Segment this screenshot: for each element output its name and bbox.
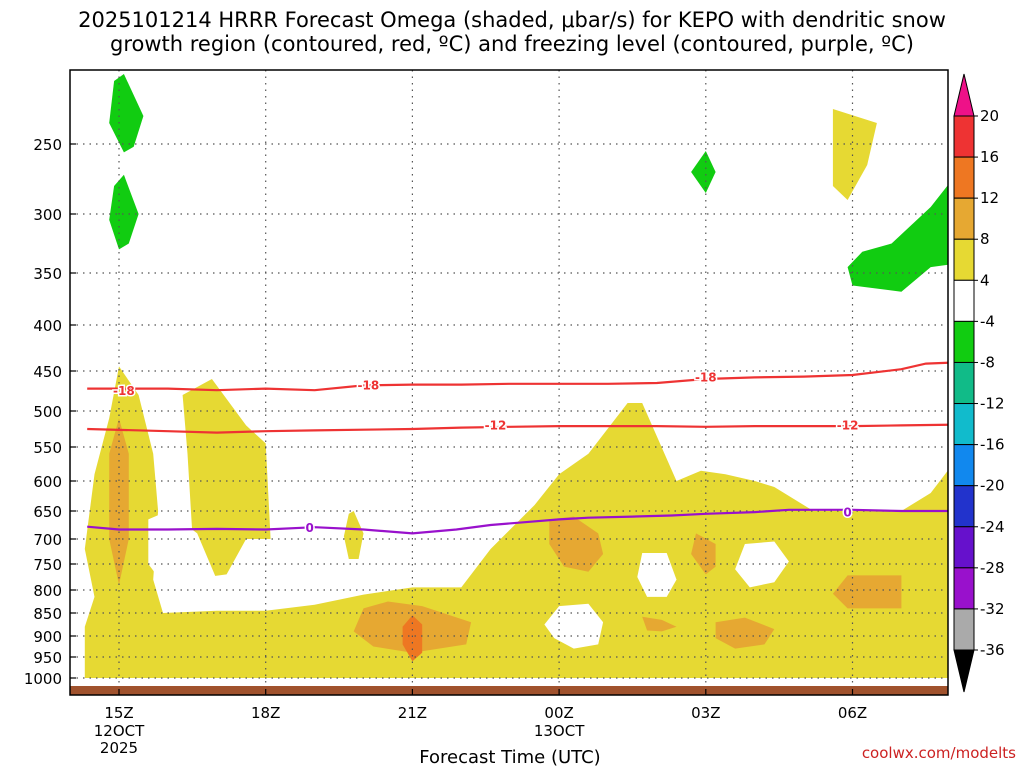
y-tick-label: 950 — [33, 649, 62, 667]
y-tick-label: 250 — [33, 136, 62, 154]
x-tick-label: 15Z — [104, 704, 133, 722]
y-tick-label: 500 — [33, 403, 62, 421]
colorbar-label: -4 — [980, 312, 995, 330]
omega-region — [84, 366, 948, 678]
y-tick-label: 750 — [33, 556, 62, 574]
x-axis-label: Forecast Time (UTC) — [419, 747, 600, 768]
omega-region — [715, 617, 775, 649]
omega-region — [182, 379, 271, 577]
omega-region — [109, 74, 144, 153]
y-tick-label: 850 — [33, 605, 62, 623]
grid-lines — [70, 70, 948, 695]
contour-line — [87, 508, 948, 535]
colorbar-segment — [953, 115, 975, 158]
colorbar-segment — [953, 238, 975, 281]
colorbar-label: 4 — [980, 271, 990, 289]
x-tick-label: 06Z — [838, 704, 867, 722]
ground-band-rect — [70, 686, 948, 695]
colorbar-label: -24 — [980, 518, 1005, 536]
shaded-omega-regions — [84, 74, 948, 678]
omega-region — [402, 615, 423, 662]
contour-label: -18 — [358, 378, 380, 392]
temperature-contours: -18 -18 -18 -12 -12 0 0 — [87, 361, 948, 536]
x-tick-sublabel: 12OCT — [94, 722, 145, 740]
colorbar-label: 12 — [980, 189, 999, 207]
y-tick-label: 550 — [33, 439, 62, 457]
title-line-1: 2025101214 HRRR Forecast Omega (shaded, … — [78, 8, 946, 32]
colorbar-label: -8 — [980, 353, 995, 371]
omega-region — [691, 151, 716, 193]
contour-line — [87, 361, 948, 392]
y-tick-label: 350 — [33, 265, 62, 283]
colorbar-label: -20 — [980, 477, 1005, 495]
omega-region — [642, 616, 677, 632]
colorbar-segment — [953, 444, 975, 487]
y-tick-label: 1000 — [24, 670, 62, 688]
colorbar-label: 8 — [980, 230, 990, 248]
omega-region — [109, 418, 129, 585]
colorbar-label: 20 — [980, 107, 999, 125]
contour-label: -12 — [837, 418, 859, 432]
x-tick-label: 00Z — [544, 704, 573, 722]
colorbar-segment — [953, 608, 975, 651]
contour-label: -12 — [485, 418, 507, 432]
colorbar-segment — [953, 279, 975, 322]
y-tick-label: 450 — [33, 363, 62, 381]
colorbar-segment — [953, 526, 975, 569]
y-axis: 250 300 350 400 450 500 550 600 650 700 750 800 850 9… — [24, 136, 76, 688]
plot-frame — [69, 69, 949, 696]
x-tick-label: 21Z — [398, 704, 427, 722]
y-tick-label: 900 — [33, 628, 62, 646]
colorbar-segment — [953, 361, 975, 405]
colorbar-top-arrow — [953, 73, 975, 117]
colorbar-segment — [953, 567, 975, 610]
y-tick-label: 800 — [33, 582, 62, 600]
credit-text: coolwx.com/modelts — [861, 744, 1016, 762]
omega-region — [109, 174, 139, 250]
omega-region — [544, 603, 604, 649]
title-line-2: growth region (contoured, red, ºC) and f… — [110, 32, 914, 56]
contour-label: 0 — [306, 521, 314, 535]
colorbar-label: 16 — [980, 148, 999, 166]
omega-region — [549, 516, 604, 572]
y-tick-label: 400 — [33, 317, 62, 335]
colorbar-label: -32 — [980, 600, 1005, 618]
colorbar-label: -36 — [980, 641, 1005, 659]
x-tick-sublabel: 13OCT — [534, 722, 585, 740]
chart-title: 2025101214 HRRR Forecast Omega (shaded, … — [0, 8, 1024, 56]
omega-region — [847, 185, 948, 292]
y-tick-label: 300 — [33, 206, 62, 224]
y-tick-label: 600 — [33, 473, 62, 491]
contour-line — [87, 423, 948, 434]
contour-label: -18 — [695, 370, 717, 384]
omega-region — [637, 553, 677, 597]
colorbar-segment — [953, 403, 975, 446]
x-tick-label: 18Z — [251, 704, 280, 722]
y-tick-label: 650 — [33, 503, 62, 521]
x-tick-label: 03Z — [691, 704, 720, 722]
colorbar-segment — [953, 197, 975, 240]
x-tick-sublabel: 2025 — [100, 739, 138, 757]
omega-region — [343, 511, 364, 559]
omega-region — [148, 511, 217, 590]
contour-label: -18 — [113, 384, 135, 398]
colorbar-label: -16 — [980, 436, 1005, 454]
ground-band — [70, 686, 948, 695]
colorbar-segment — [953, 485, 975, 528]
omega-region — [832, 575, 902, 609]
colorbar-bottom-arrow — [953, 649, 975, 693]
contour-label: 0 — [843, 506, 851, 520]
colorbar-label: -12 — [980, 395, 1005, 413]
omega-region — [832, 109, 877, 200]
colorbar-label: -28 — [980, 559, 1005, 577]
omega-region — [691, 533, 716, 575]
omega-region — [735, 541, 789, 588]
colorbar-segment — [953, 320, 975, 363]
colorbar-segment — [953, 156, 975, 199]
colorbar: 20 16 12 8 4 -4 -8 -12 -16 -20 -24 -28 -32 -36 — [953, 73, 1005, 693]
y-tick-label: 700 — [33, 531, 62, 549]
